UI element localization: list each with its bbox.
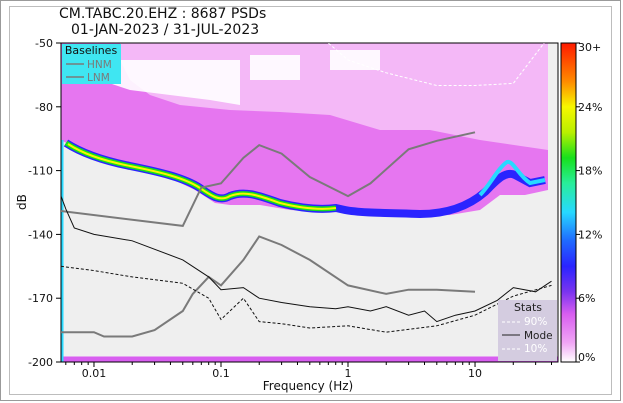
colorbar-tick-label: 30+ bbox=[578, 41, 601, 54]
colorbar-tick-label: 24% bbox=[578, 101, 602, 114]
stats-legend: Stats 90% Mode 10% bbox=[498, 300, 557, 361]
p10-legend-label: 10% bbox=[524, 343, 547, 355]
x-tick-label: 10 bbox=[468, 367, 482, 380]
x-axis-label: Frequency (Hz) bbox=[263, 379, 354, 393]
mode-legend-label: Mode bbox=[524, 330, 553, 342]
chart-title: CM.TABC.20.EHZ : 8687 PSDs bbox=[59, 6, 267, 22]
lnm-line bbox=[61, 235, 476, 338]
axis-ticks: 0.01 0.1 1 10 -50 -80 -110 -140 -170 -200 bbox=[28, 37, 553, 380]
y-tick-label: -50 bbox=[35, 37, 53, 50]
y-tick-label: -170 bbox=[28, 292, 53, 305]
x-tick-label: 0.1 bbox=[212, 367, 230, 380]
y-tick-label: -80 bbox=[35, 101, 53, 114]
baselines-legend: Baselines HNM LNM bbox=[62, 44, 121, 84]
p10-line bbox=[61, 265, 552, 333]
colorbar-tick-label: 6% bbox=[578, 292, 595, 305]
y-tick-label: -200 bbox=[28, 356, 53, 369]
y-axis-label: dB bbox=[15, 194, 29, 210]
p90-legend-label: 90% bbox=[524, 316, 547, 328]
x-tick-label: 0.01 bbox=[82, 367, 107, 380]
y-tick-label: -110 bbox=[28, 165, 53, 178]
p90-line bbox=[326, 43, 545, 86]
mode-line bbox=[61, 195, 552, 323]
colorbar-tick-label: 12% bbox=[578, 228, 602, 241]
psd-density-layer bbox=[61, 43, 558, 362]
x-tick-label: 1 bbox=[345, 367, 352, 380]
baselines-legend-title: Baselines bbox=[65, 44, 118, 57]
stats-legend-box bbox=[498, 300, 557, 361]
plot-frame bbox=[9, 6, 612, 395]
stats-legend-title: Stats bbox=[514, 301, 542, 314]
hnm-line bbox=[61, 131, 476, 227]
chart-subtitle: 01-JAN-2023 / 31-JUL-2023 bbox=[71, 22, 260, 38]
psd-ridge-yellow bbox=[67, 143, 337, 210]
colorbar bbox=[560, 42, 577, 363]
psd-ridge-cyan-right bbox=[478, 159, 546, 197]
colorbar-ticks: 0% 6% 12% 18% 24% 30+ bbox=[576, 41, 602, 364]
psd-density-white-patches bbox=[70, 50, 380, 105]
colorbar-tick-label: 18% bbox=[578, 165, 602, 178]
colorbar-tick-label: 0% bbox=[578, 351, 595, 364]
hnm-legend-label: HNM bbox=[87, 59, 112, 71]
lnm-legend-label: LNM bbox=[87, 72, 110, 84]
y-tick-label: -140 bbox=[28, 228, 53, 241]
